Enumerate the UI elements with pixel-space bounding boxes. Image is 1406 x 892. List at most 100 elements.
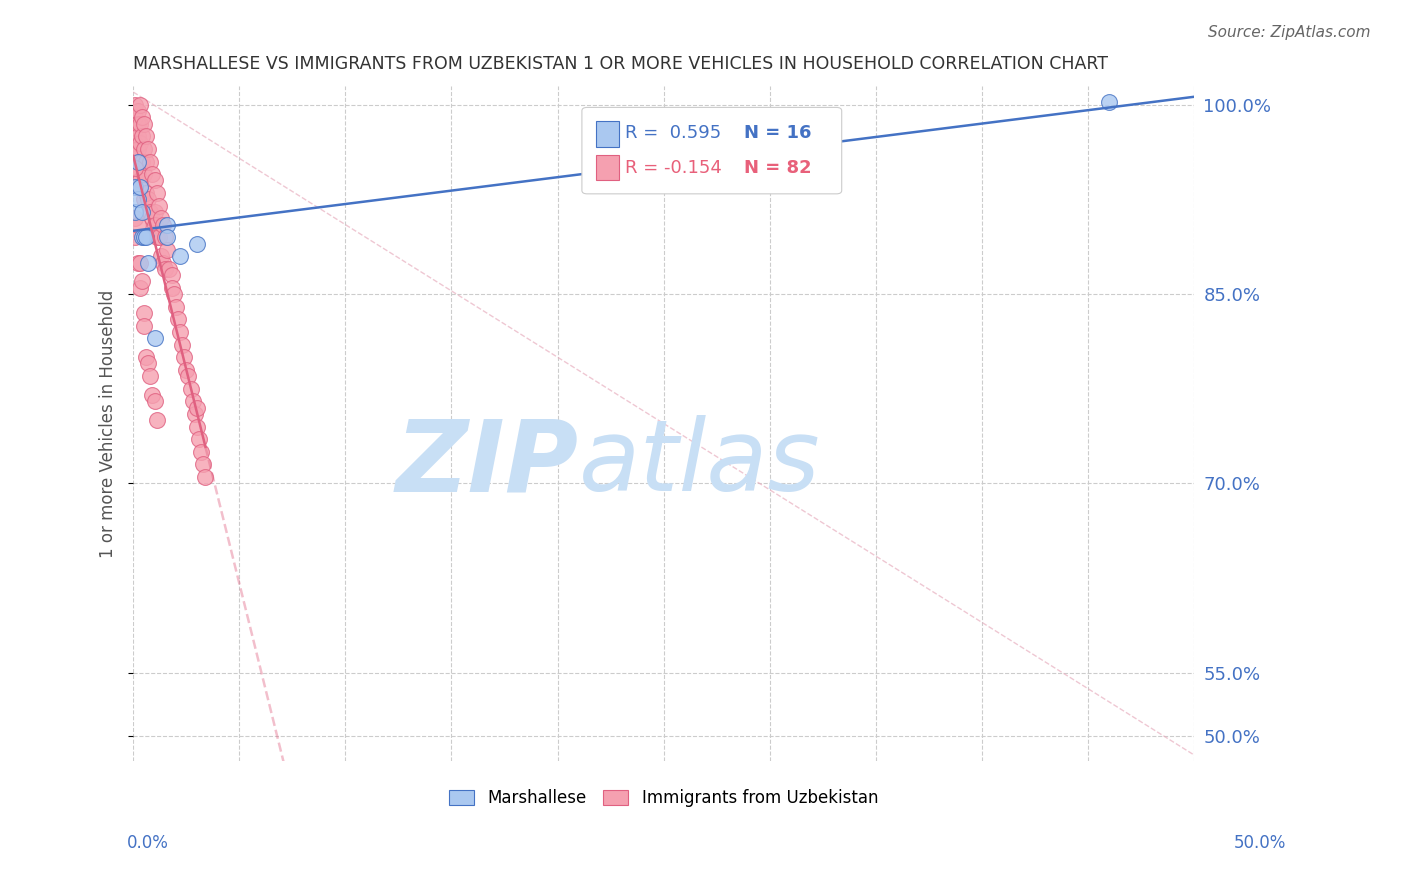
Point	[131, 275, 153, 289]
Point	[153, 261, 176, 276]
Text: N = 16: N = 16	[744, 124, 811, 142]
Point	[131, 205, 153, 219]
Point	[128, 255, 150, 269]
Point	[1098, 95, 1121, 110]
Point	[186, 236, 208, 251]
Point	[188, 432, 211, 446]
FancyBboxPatch shape	[596, 121, 619, 146]
Point	[127, 154, 149, 169]
Point	[127, 142, 149, 156]
Point	[135, 350, 157, 364]
Text: R =  0.595: R = 0.595	[626, 124, 721, 142]
Point	[124, 136, 146, 150]
Y-axis label: 1 or more Vehicles in Household: 1 or more Vehicles in Household	[100, 289, 117, 558]
Point	[172, 337, 194, 351]
Point	[132, 318, 155, 333]
Point	[169, 325, 191, 339]
Point	[132, 193, 155, 207]
Point	[157, 261, 180, 276]
Point	[128, 97, 150, 112]
FancyBboxPatch shape	[596, 154, 619, 180]
Point	[128, 154, 150, 169]
Point	[132, 230, 155, 244]
Point	[141, 167, 163, 181]
Point	[141, 388, 163, 402]
Point	[139, 369, 162, 384]
Point	[132, 167, 155, 181]
Point	[127, 218, 149, 232]
Point	[132, 117, 155, 131]
Point	[127, 103, 149, 118]
Point	[124, 148, 146, 162]
Text: atlas: atlas	[579, 416, 820, 513]
Point	[181, 394, 204, 409]
Point	[135, 154, 157, 169]
Point	[165, 300, 187, 314]
Point	[136, 142, 159, 156]
Point	[160, 268, 183, 282]
Point	[143, 331, 166, 345]
Point	[145, 230, 167, 244]
Point	[127, 167, 149, 181]
Point	[128, 179, 150, 194]
Point	[128, 117, 150, 131]
Point	[131, 111, 153, 125]
Text: 50.0%: 50.0%	[1234, 834, 1286, 852]
Point	[145, 413, 167, 427]
Point	[124, 123, 146, 137]
Point	[124, 230, 146, 244]
Text: Source: ZipAtlas.com: Source: ZipAtlas.com	[1208, 25, 1371, 40]
Text: ZIP: ZIP	[395, 416, 579, 513]
Point	[132, 142, 155, 156]
Point	[143, 394, 166, 409]
Point	[124, 205, 146, 219]
Point	[177, 369, 200, 384]
Point	[131, 129, 153, 144]
Point	[162, 287, 184, 301]
Point	[148, 199, 170, 213]
Text: MARSHALLESE VS IMMIGRANTS FROM UZBEKISTAN 1 OR MORE VEHICLES IN HOUSEHOLD CORREL: MARSHALLESE VS IMMIGRANTS FROM UZBEKISTA…	[134, 55, 1108, 73]
Point	[136, 193, 159, 207]
Text: R = -0.154: R = -0.154	[626, 159, 723, 177]
Point	[128, 281, 150, 295]
Point	[152, 255, 174, 269]
Point	[124, 179, 146, 194]
Point	[132, 306, 155, 320]
Point	[124, 97, 146, 112]
Point	[136, 356, 159, 370]
Point	[149, 249, 172, 263]
Legend: Marshallese, Immigrants from Uzbekistan: Marshallese, Immigrants from Uzbekistan	[443, 782, 884, 814]
Point	[136, 255, 159, 269]
Point	[149, 211, 172, 226]
Point	[167, 312, 190, 326]
Point	[173, 350, 195, 364]
Point	[169, 249, 191, 263]
Point	[180, 382, 202, 396]
Point	[124, 111, 146, 125]
Point	[176, 363, 198, 377]
Point	[127, 255, 149, 269]
Point	[124, 211, 146, 226]
Point	[156, 230, 179, 244]
Point	[135, 186, 157, 200]
Text: 0.0%: 0.0%	[127, 834, 169, 852]
Point	[148, 230, 170, 244]
Point	[127, 117, 149, 131]
Point	[128, 136, 150, 150]
Point	[152, 218, 174, 232]
Point	[194, 470, 217, 484]
Point	[143, 173, 166, 187]
Point	[184, 407, 207, 421]
Point	[141, 211, 163, 226]
Point	[153, 230, 176, 244]
Point	[139, 154, 162, 169]
Point	[190, 445, 212, 459]
Point	[127, 179, 149, 194]
Point	[186, 401, 208, 415]
Point	[131, 230, 153, 244]
Point	[160, 281, 183, 295]
Text: N = 82: N = 82	[744, 159, 811, 177]
Point	[156, 243, 179, 257]
FancyBboxPatch shape	[582, 107, 842, 194]
Point	[135, 129, 157, 144]
